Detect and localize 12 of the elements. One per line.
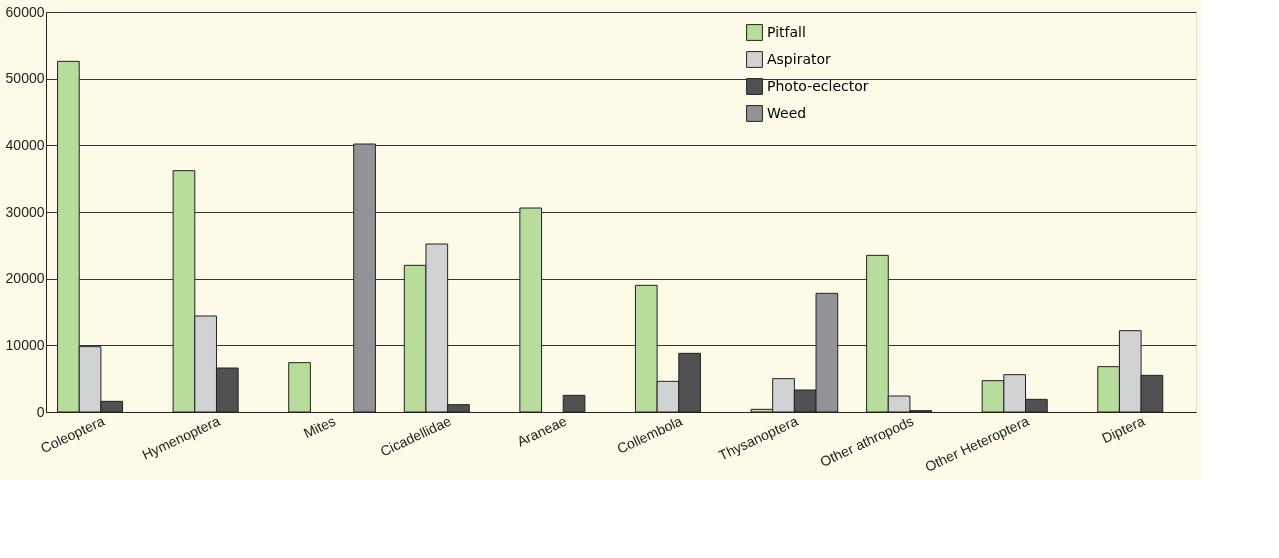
y-tick-label: 20000 bbox=[5, 270, 45, 287]
legend-label: Pitfall bbox=[767, 23, 806, 40]
legend-label: Aspirator bbox=[767, 50, 832, 67]
y-tick-label: 40000 bbox=[5, 136, 45, 153]
y-tick-label: 30000 bbox=[5, 203, 45, 220]
y-tick-label: 60000 bbox=[5, 3, 45, 20]
x-tick-label: Mites bbox=[300, 412, 338, 442]
y-tick-label: 50000 bbox=[5, 70, 45, 87]
legend-label: Weed bbox=[767, 104, 807, 121]
y-tick-label: 10000 bbox=[5, 336, 45, 353]
legend-label: Photo-eclector bbox=[767, 77, 869, 94]
y-tick-label: 0 bbox=[36, 403, 45, 420]
